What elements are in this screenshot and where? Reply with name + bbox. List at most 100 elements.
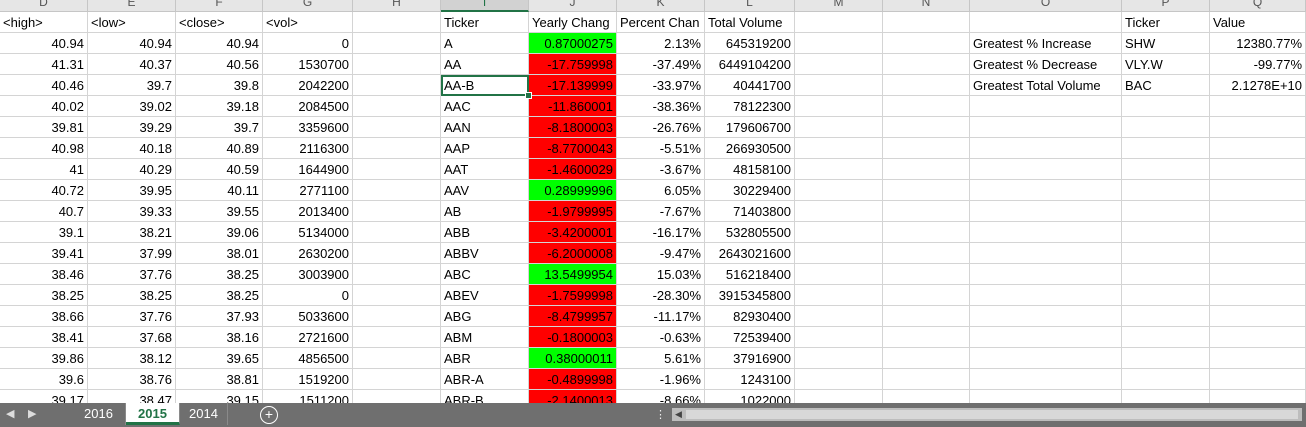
- cell-n[interactable]: [883, 369, 970, 390]
- cell-i[interactable]: AAP: [441, 138, 529, 159]
- cell-f[interactable]: 40.89: [176, 138, 263, 159]
- cell-n[interactable]: [883, 180, 970, 201]
- cell-i[interactable]: ABB: [441, 222, 529, 243]
- cell-l[interactable]: 72539400: [705, 327, 795, 348]
- cell-l[interactable]: 40441700: [705, 75, 795, 96]
- cell-j[interactable]: -8.7700043: [529, 138, 617, 159]
- cell-k[interactable]: -16.17%: [617, 222, 705, 243]
- cell-g[interactable]: 3359600: [263, 117, 353, 138]
- scroll-left-icon[interactable]: ◀: [675, 409, 682, 419]
- cell-i[interactable]: ABEV: [441, 285, 529, 306]
- cell-h[interactable]: [353, 75, 441, 96]
- cell-n[interactable]: [883, 264, 970, 285]
- cell-l[interactable]: 78122300: [705, 96, 795, 117]
- cell-i[interactable]: AAV: [441, 180, 529, 201]
- cell-j[interactable]: -6.2000008: [529, 243, 617, 264]
- cell-i[interactable]: AAC: [441, 96, 529, 117]
- column-header-e[interactable]: E: [88, 0, 176, 12]
- cell-g[interactable]: 0: [263, 33, 353, 54]
- column-header-n[interactable]: N: [883, 0, 970, 12]
- cell-j[interactable]: -8.1800003: [529, 117, 617, 138]
- cell-e[interactable]: 39.29: [88, 117, 176, 138]
- cell-n[interactable]: [883, 348, 970, 369]
- cell-h[interactable]: [353, 117, 441, 138]
- cell-d[interactable]: 39.1: [0, 222, 88, 243]
- cell-f[interactable]: 37.93: [176, 306, 263, 327]
- cell-o[interactable]: [970, 201, 1122, 222]
- cell-f[interactable]: 40.56: [176, 54, 263, 75]
- column-header-f[interactable]: F: [176, 0, 263, 12]
- cell-h[interactable]: [353, 96, 441, 117]
- column-header-p[interactable]: P: [1122, 0, 1210, 12]
- cell-j[interactable]: 0.38000011: [529, 348, 617, 369]
- cell-f[interactable]: 39.15: [176, 390, 263, 403]
- cell-o[interactable]: [970, 327, 1122, 348]
- cell-f[interactable]: 40.59: [176, 159, 263, 180]
- cell-d[interactable]: 39.41: [0, 243, 88, 264]
- cell-j[interactable]: -2.1400013: [529, 390, 617, 403]
- cell-q[interactable]: [1210, 369, 1306, 390]
- cell-h[interactable]: [353, 243, 441, 264]
- cell-j[interactable]: -17.759998: [529, 54, 617, 75]
- cell-e[interactable]: 40.37: [88, 54, 176, 75]
- cell-g[interactable]: <vol>: [263, 12, 353, 33]
- column-header-g[interactable]: G: [263, 0, 353, 12]
- cell-j[interactable]: 0.87000275: [529, 33, 617, 54]
- cell-l[interactable]: 37916900: [705, 348, 795, 369]
- cell-k[interactable]: -3.67%: [617, 159, 705, 180]
- cell-d[interactable]: 39.81: [0, 117, 88, 138]
- column-header-d[interactable]: D: [0, 0, 88, 12]
- cell-k[interactable]: -11.17%: [617, 306, 705, 327]
- cell-j[interactable]: -0.4899998: [529, 369, 617, 390]
- cell-o[interactable]: [970, 390, 1122, 403]
- cell-m[interactable]: [795, 348, 883, 369]
- cell-d[interactable]: 40.98: [0, 138, 88, 159]
- cell-n[interactable]: [883, 117, 970, 138]
- cell-p[interactable]: [1122, 117, 1210, 138]
- cell-h[interactable]: [353, 54, 441, 75]
- cell-p[interactable]: Ticker: [1122, 12, 1210, 33]
- cell-o[interactable]: [970, 159, 1122, 180]
- cell-n[interactable]: [883, 12, 970, 33]
- cell-g[interactable]: 3003900: [263, 264, 353, 285]
- cell-f[interactable]: 38.16: [176, 327, 263, 348]
- cell-p[interactable]: [1122, 222, 1210, 243]
- cell-e[interactable]: 39.7: [88, 75, 176, 96]
- cell-m[interactable]: [795, 12, 883, 33]
- cell-j[interactable]: 13.5499954: [529, 264, 617, 285]
- cell-o[interactable]: [970, 285, 1122, 306]
- cell-d[interactable]: 40.02: [0, 96, 88, 117]
- cell-i[interactable]: A: [441, 33, 529, 54]
- column-header-o[interactable]: O: [970, 0, 1122, 12]
- cell-n[interactable]: [883, 390, 970, 403]
- cell-e[interactable]: 39.95: [88, 180, 176, 201]
- cell-q[interactable]: [1210, 243, 1306, 264]
- cell-k[interactable]: -1.96%: [617, 369, 705, 390]
- cell-j[interactable]: -0.1800003: [529, 327, 617, 348]
- cell-g[interactable]: 2771100: [263, 180, 353, 201]
- cell-i[interactable]: AA-B: [441, 75, 529, 96]
- cell-d[interactable]: 40.46: [0, 75, 88, 96]
- cell-l[interactable]: 30229400: [705, 180, 795, 201]
- cell-h[interactable]: [353, 264, 441, 285]
- cell-l[interactable]: 1022000: [705, 390, 795, 403]
- cell-q[interactable]: [1210, 180, 1306, 201]
- cell-n[interactable]: [883, 222, 970, 243]
- cell-m[interactable]: [795, 327, 883, 348]
- cell-d[interactable]: 41: [0, 159, 88, 180]
- cell-k[interactable]: -5.51%: [617, 138, 705, 159]
- cell-m[interactable]: [795, 117, 883, 138]
- cell-k[interactable]: -7.67%: [617, 201, 705, 222]
- cell-h[interactable]: [353, 327, 441, 348]
- cell-j[interactable]: Yearly Chang: [529, 12, 617, 33]
- cell-g[interactable]: 1519200: [263, 369, 353, 390]
- cell-o[interactable]: [970, 243, 1122, 264]
- cell-i[interactable]: ABR: [441, 348, 529, 369]
- column-header-h[interactable]: H: [353, 0, 441, 12]
- cell-d[interactable]: 38.66: [0, 306, 88, 327]
- cell-j[interactable]: -1.9799995: [529, 201, 617, 222]
- cell-k[interactable]: -0.63%: [617, 327, 705, 348]
- cell-i[interactable]: AA: [441, 54, 529, 75]
- cell-e[interactable]: <low>: [88, 12, 176, 33]
- cell-l[interactable]: 516218400: [705, 264, 795, 285]
